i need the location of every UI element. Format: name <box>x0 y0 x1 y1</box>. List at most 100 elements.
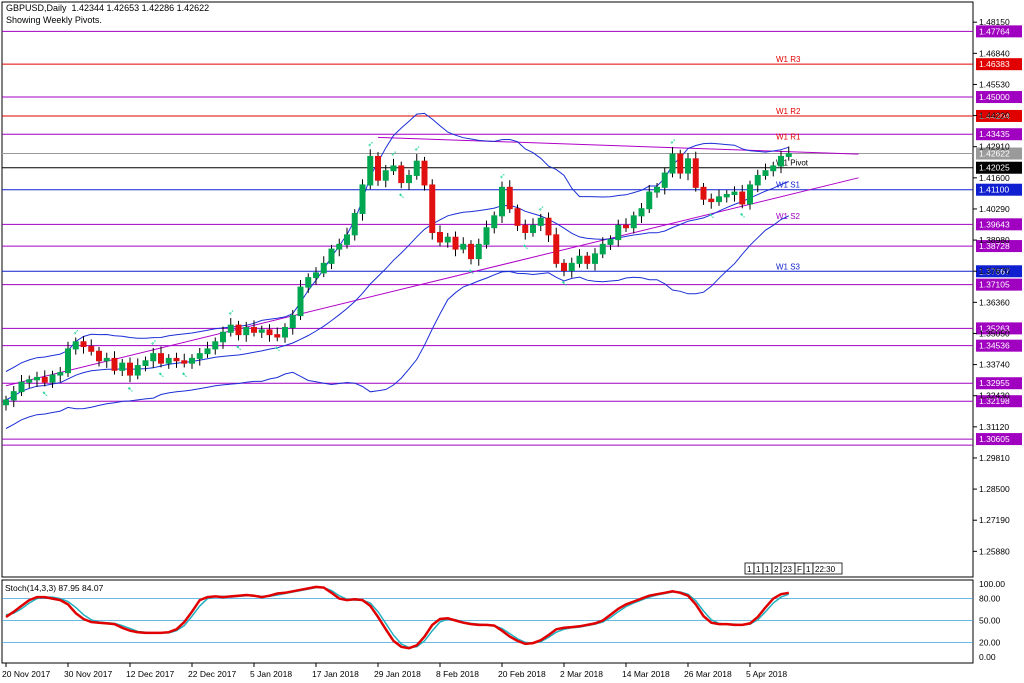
pivot-price-label: 1.47764 <box>979 26 1010 36</box>
bear-candle <box>111 357 118 371</box>
pivot-price-label: 1.38728 <box>979 241 1010 251</box>
bull-candle <box>220 331 226 343</box>
bull-candle <box>258 329 265 333</box>
fractal-up-arrow: ➶ <box>367 139 374 148</box>
pivot-price-label: 1.32198 <box>979 396 1010 406</box>
pivot-price-tag <box>976 278 1022 291</box>
price-tick-label: 1.37670 <box>979 266 1010 276</box>
bull-candle <box>576 255 583 264</box>
pivot-price-label: 1.39643 <box>979 219 1010 229</box>
bull-candle <box>731 191 738 195</box>
bear-candle <box>545 217 552 236</box>
bear-candle <box>251 327 257 333</box>
price-axis: 1.48150 1.46840 1.45530 1.44220 1.42910 1.416… <box>973 17 1010 556</box>
bull-candle <box>716 196 722 203</box>
bollinger-upper <box>5 112 789 372</box>
bull-candle <box>599 243 606 255</box>
pivot-label: W1 R1 <box>776 133 801 142</box>
chart-title: GBPUSD,Daily 1.42344 1.42653 1.42286 1.4… <box>6 3 210 13</box>
price-tick-label: 1.40290 <box>979 204 1010 214</box>
fractal-down-arrow: ➷ <box>274 344 281 353</box>
price-tick-label: 1.29810 <box>979 453 1010 463</box>
pivot-price-label: 1.35263 <box>979 323 1010 333</box>
bull-candle <box>344 234 350 245</box>
stoch-label: Stoch(14,3,3) 87.95 84.07 <box>5 583 104 593</box>
time-tick-label: 12 Dec 2017 <box>126 669 174 679</box>
bear-candle <box>173 357 180 362</box>
stoch-signal-line <box>5 586 790 649</box>
stoch-tick-label: 100.00 <box>979 579 1005 589</box>
fractal-up-arrow: ➶ <box>228 308 235 317</box>
pivot-price-label: 1.46383 <box>979 59 1010 69</box>
pivot-price-label: 1.44204 <box>979 111 1010 121</box>
fractal-down-arrow: ➷ <box>42 389 49 398</box>
bull-candle <box>196 353 203 359</box>
bear-candle <box>561 262 567 271</box>
bear-candle <box>274 334 281 338</box>
bull-candle <box>444 236 451 243</box>
time-tick-label: 20 Feb 2018 <box>498 669 546 679</box>
time-box-label: 1 <box>806 565 811 574</box>
main-plot-border <box>1 1 974 578</box>
bull-candle <box>351 212 358 236</box>
time-axis: 20 Nov 2017 30 Nov 2017 12 Dec 2017 22 Dec … <box>2 663 787 679</box>
bear-candle <box>80 341 87 348</box>
time-box-label: 1 <box>756 565 761 574</box>
fractal-up-arrow: ➶ <box>73 327 80 336</box>
stoch-tick-label: 20.00 <box>979 637 1001 647</box>
pivot-price-label: 1.41100 <box>979 185 1009 195</box>
bull-candle <box>491 215 498 229</box>
pivot-price-tag <box>976 218 1022 231</box>
bear-candle <box>700 186 707 200</box>
bear-candle <box>584 255 591 264</box>
pivot-label: W1 R3 <box>776 55 801 64</box>
bear-candle <box>739 191 746 205</box>
pivot-price-tag <box>976 322 1022 335</box>
bear-candle <box>41 376 48 383</box>
bull-candle <box>669 153 676 174</box>
pivot-price-tag <box>976 433 1022 446</box>
bollinger-lower <box>5 215 790 429</box>
bear-candle <box>429 184 436 233</box>
price-tick-label: 1.32430 <box>979 391 1010 401</box>
bull-candle <box>530 224 536 233</box>
time-box-label: 22:30 <box>815 565 836 574</box>
bull-candle <box>243 327 250 336</box>
stoch-tick-label: 80.00 <box>979 594 1001 604</box>
bull-candle <box>103 357 110 362</box>
bull-candle <box>367 155 374 186</box>
pivot-price-tag <box>976 395 1022 408</box>
fractal-down-arrow: ➷ <box>708 212 715 221</box>
fractal-down-arrow: ➷ <box>739 211 746 220</box>
pivot-price-label: 1.43435 <box>979 129 1010 139</box>
bull-candle <box>661 172 668 188</box>
bear-candle <box>235 324 242 336</box>
bull-candle <box>499 186 505 217</box>
bull-candle <box>685 158 691 174</box>
pivot-price-label: 1.42622 <box>979 149 1010 159</box>
time-tick-label: 14 Mar 2018 <box>622 669 670 679</box>
bull-candle <box>227 324 234 333</box>
fractal-up-arrow: ➶ <box>391 149 398 158</box>
price-tick-label: 1.46840 <box>979 48 1010 58</box>
bull-candle <box>328 248 335 264</box>
bull-candle <box>189 357 195 364</box>
bull-candle <box>654 186 660 193</box>
pivot-price-tag <box>976 109 1022 122</box>
fractal-down-arrow: ➷ <box>468 267 475 276</box>
price-tick-label: 1.41600 <box>979 173 1010 183</box>
bear-candle <box>437 231 443 243</box>
time-box-label: 1 <box>747 565 752 574</box>
trendline <box>377 136 859 155</box>
price-tick-label: 1.44220 <box>979 111 1010 121</box>
stoch-main-line <box>5 585 790 650</box>
fractal-up-arrow: ➶ <box>150 338 157 347</box>
price-tick-label: 1.48150 <box>979 17 1010 27</box>
bull-candle <box>134 365 141 376</box>
time-tick-label: 5 Apr 2018 <box>746 669 787 679</box>
bull-candle <box>212 341 219 350</box>
price-tick-label: 1.38980 <box>979 235 1010 245</box>
stochastic-panel: Stoch(14,3,3) 87.95 84.07 100.00 80.00 50.0… <box>2 579 1005 662</box>
pivot-label: W1 Pivot <box>776 159 809 168</box>
